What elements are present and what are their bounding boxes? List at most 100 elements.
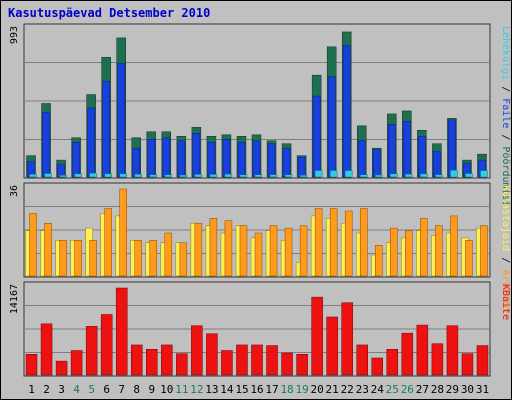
- bar-visits-day-22: [344, 210, 353, 277]
- bar-visits-day-6: [104, 208, 112, 277]
- bar-pages-day-16: [254, 174, 263, 178]
- bar-pages-day-11: [179, 174, 188, 178]
- bar-visits-day-20: [314, 208, 323, 277]
- bar-visits-day-15: [239, 225, 248, 277]
- bar-pages-day-30: [465, 173, 473, 178]
- bar-pages-day-31: [480, 170, 488, 178]
- bar-pages-day-1: [29, 174, 37, 178]
- bar-pages-day-7: [119, 173, 127, 178]
- bar-visits-day-21: [329, 208, 338, 277]
- x-tick-label: 29: [446, 383, 459, 396]
- bar-visits-day-9: [149, 240, 158, 277]
- bar-kbytes-day-10: [161, 344, 173, 376]
- bar-visits-day-25: [390, 227, 398, 277]
- bar-pages-day-22: [344, 170, 353, 178]
- bar-visits-day-5: [89, 240, 97, 277]
- bar-kbytes-day-7: [115, 287, 128, 376]
- y-max-label: 36: [9, 185, 20, 197]
- bar-pages-day-12: [194, 174, 203, 178]
- bar-visits-day-1: [29, 213, 37, 277]
- bar-visits-day-30: [465, 240, 473, 277]
- bar-files-day-8: [132, 147, 140, 178]
- bar-files-day-20: [312, 95, 321, 178]
- chart-panels: 993 Lehekülgi / Faile / Pöördumisi 36 Külas…: [9, 23, 511, 377]
- bar-visits-day-16: [254, 232, 263, 277]
- x-tick-label: 31: [476, 383, 489, 396]
- legend-entry: Pöördumisi: [500, 146, 511, 206]
- bar-visits-day-12: [194, 222, 203, 277]
- x-tick-label: 18: [280, 383, 293, 396]
- bar-files-day-24: [373, 149, 381, 178]
- bar-files-day-12: [192, 133, 201, 178]
- bar-pages-day-10: [164, 174, 173, 178]
- bar-files-day-25: [388, 124, 396, 178]
- x-tick-label: 11: [175, 383, 188, 396]
- x-tick-label: 27: [416, 383, 429, 396]
- bar-files-day-11: [177, 140, 186, 178]
- bar-files-day-16: [252, 140, 261, 178]
- bar-kbytes-day-19: [296, 354, 308, 376]
- panel-hits-files-pages: 993 Lehekülgi / Faile / Pöördumisi: [9, 23, 511, 207]
- legend-entry: Aruteid: [500, 269, 511, 311]
- bar-files-day-27: [418, 136, 426, 178]
- x-tick-label: 20: [311, 383, 324, 396]
- bar-pages-day-9: [149, 174, 158, 178]
- bar-visits-day-7: [119, 188, 127, 277]
- legend-separator: /: [500, 128, 511, 146]
- bar-pages-day-15: [239, 174, 248, 178]
- bar-pages-day-25: [390, 173, 398, 178]
- bar-kbytes-day-20: [311, 296, 323, 376]
- x-tick-label: 6: [103, 383, 110, 396]
- bar-pages-day-24: [375, 174, 383, 178]
- legend-entry: Lehekülgi: [500, 26, 511, 80]
- bar-visits-day-10: [164, 232, 173, 277]
- y-max-label: 993: [9, 26, 20, 44]
- x-tick-label: 14: [220, 383, 234, 396]
- bar-visits-day-18: [284, 227, 293, 277]
- bar-visits-day-24: [375, 244, 383, 277]
- bar-kbytes-day-1: [25, 354, 38, 376]
- bar-kbytes-day-8: [130, 344, 143, 376]
- bar-kbytes-day-9: [146, 349, 158, 376]
- x-tick-label: 5: [88, 383, 95, 396]
- bar-kbytes-day-11: [176, 353, 188, 376]
- x-tick-label: 16: [250, 383, 263, 396]
- y-max-label: 14167: [9, 284, 20, 314]
- x-tick-label: 2: [43, 383, 50, 396]
- x-tick-label: 13: [205, 383, 218, 396]
- bar-pages-day-26: [405, 173, 413, 178]
- bar-kbytes-day-21: [326, 316, 338, 376]
- bar-files-day-17: [267, 143, 276, 178]
- x-tick-label: 8: [133, 383, 140, 396]
- bar-visits-day-13: [209, 218, 218, 277]
- bar-files-day-6: [102, 80, 110, 178]
- x-tick-label: 7: [118, 383, 125, 396]
- bar-visits-day-28: [435, 225, 443, 277]
- x-tick-label: 23: [356, 383, 369, 396]
- bar-kbytes-day-17: [266, 345, 278, 376]
- bar-files-day-26: [403, 121, 411, 178]
- bar-files-day-2: [42, 112, 50, 178]
- bar-files-day-7: [117, 62, 125, 178]
- bar-kbytes-day-2: [40, 323, 53, 376]
- bar-kbytes-day-22: [341, 302, 353, 376]
- panel-visits-unique: 36 Külastajaid / Aruteid: [9, 182, 511, 311]
- bar-visits-day-31: [480, 225, 488, 277]
- bar-pages-day-20: [314, 170, 323, 178]
- bar-visits-day-27: [420, 218, 428, 277]
- bar-pages-day-18: [284, 174, 293, 178]
- bar-pages-day-17: [269, 174, 278, 178]
- x-tick-label: 30: [461, 383, 474, 396]
- bar-kbytes-day-24: [371, 357, 384, 376]
- bar-files-day-14: [222, 138, 231, 178]
- bar-pages-day-3: [59, 175, 67, 178]
- bar-files-day-9: [147, 138, 156, 178]
- series-legend-label: KBaite: [500, 284, 511, 320]
- bar-kbytes-day-13: [206, 333, 218, 376]
- bar-pages-day-8: [134, 174, 142, 178]
- bar-kbytes-day-5: [85, 326, 98, 376]
- bar-pages-day-6: [104, 173, 112, 178]
- bar-kbytes-day-15: [236, 344, 248, 376]
- chart-title: Kasutuspäevad Detsember 2010: [8, 6, 210, 20]
